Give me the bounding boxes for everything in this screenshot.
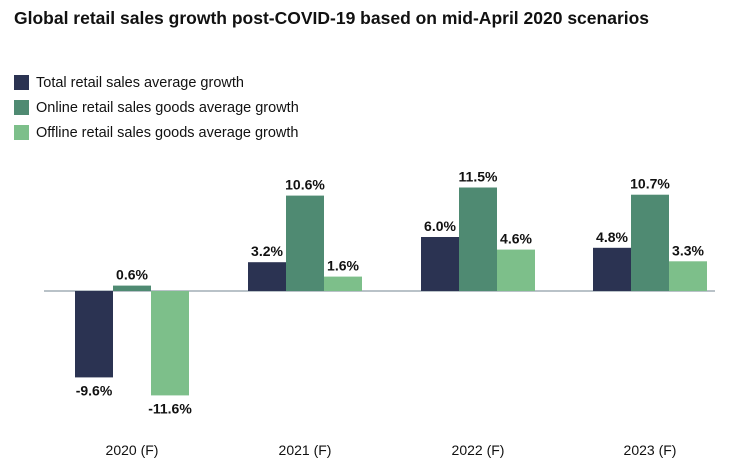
bar-total-4	[593, 247, 631, 291]
bar-offline-1	[151, 291, 189, 396]
bar-total-2	[248, 262, 286, 291]
bar-total-3	[421, 237, 459, 291]
category-label-2: 2021 (F)	[279, 442, 332, 458]
value-label-total-1: -9.6%	[76, 382, 113, 398]
legend-label-online: Online retail sales goods average growth	[36, 99, 299, 116]
bar-offline-4	[669, 261, 707, 291]
chart-title: Global retail sales growth post-COVID-19…	[14, 8, 650, 28]
legend-label-offline: Offline retail sales goods average growt…	[36, 124, 299, 141]
value-label-offline-1: -11.6%	[148, 400, 192, 416]
bar-online-1	[113, 285, 151, 291]
value-label-online-3: 11.5%	[459, 169, 498, 185]
value-label-online-1: 0.6%	[116, 267, 148, 283]
bar-online-4	[631, 194, 669, 291]
bar-offline-3	[497, 249, 535, 291]
legend-swatch-total	[14, 75, 29, 90]
category-label-1: 2020 (F)	[106, 442, 159, 458]
legend-swatch-online	[14, 100, 29, 115]
value-label-offline-4: 3.3%	[672, 242, 704, 258]
bar-online-3	[459, 187, 497, 291]
value-label-total-2: 3.2%	[251, 243, 283, 259]
legend-item-offline: Offline retail sales goods average growt…	[14, 120, 299, 145]
category-label-4: 2023 (F)	[624, 442, 677, 458]
value-label-total-3: 6.0%	[424, 218, 456, 234]
legend-item-total: Total retail sales average growth	[14, 70, 299, 95]
bar-online-2	[286, 195, 324, 291]
value-label-total-4: 4.8%	[596, 229, 628, 245]
value-label-offline-2: 1.6%	[327, 258, 359, 274]
value-label-online-4: 10.7%	[630, 176, 670, 192]
category-label-3: 2022 (F)	[452, 442, 505, 458]
legend-label-total: Total retail sales average growth	[36, 74, 244, 91]
bar-offline-2	[324, 276, 362, 291]
value-label-online-2: 10.6%	[285, 177, 325, 193]
value-label-offline-3: 4.6%	[500, 231, 532, 247]
bar-total-1	[75, 291, 113, 378]
legend-item-online: Online retail sales goods average growth	[14, 95, 299, 120]
legend-swatch-offline	[14, 125, 29, 140]
legend: Total retail sales average growth Online…	[14, 70, 299, 145]
